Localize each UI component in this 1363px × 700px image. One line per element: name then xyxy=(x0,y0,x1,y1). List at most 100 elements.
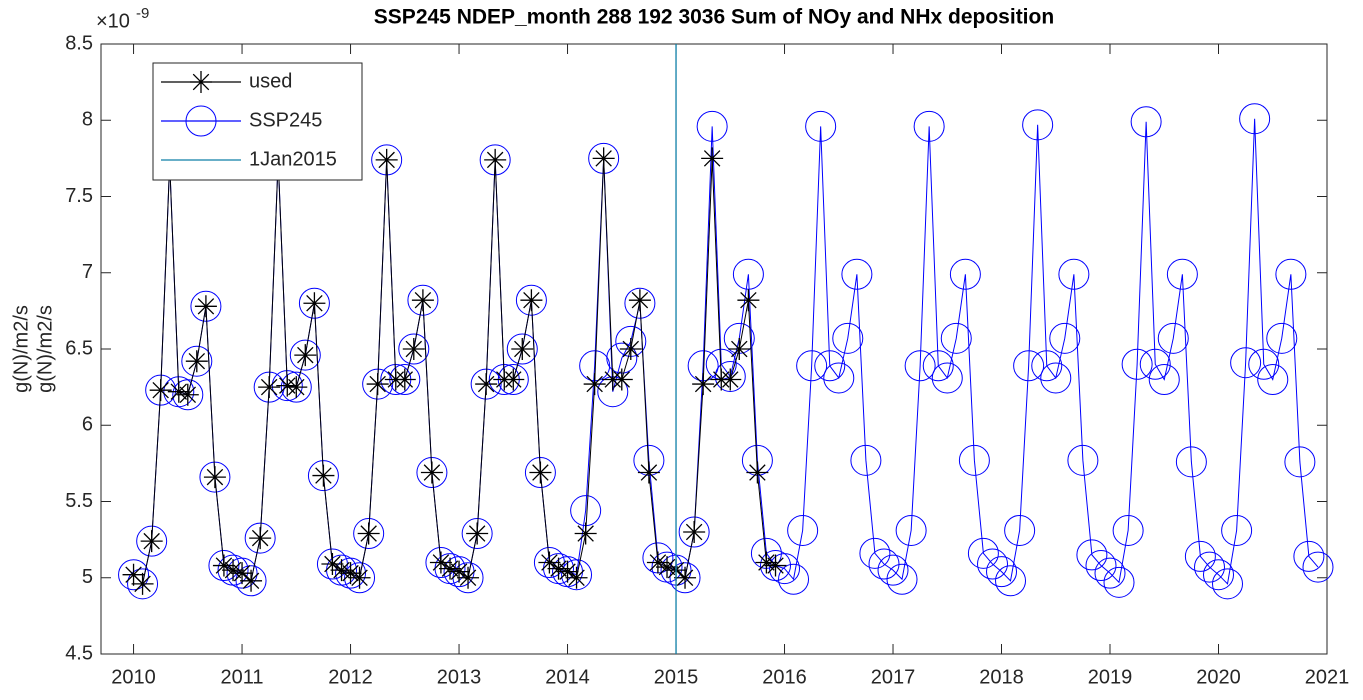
data-point xyxy=(167,380,190,403)
data-point xyxy=(1022,109,1054,141)
data-point xyxy=(832,322,864,354)
data-point xyxy=(574,522,597,545)
data-point xyxy=(1212,568,1244,600)
data-point xyxy=(764,554,787,577)
data-point xyxy=(1076,539,1108,571)
data-point xyxy=(429,551,452,574)
x-tick-label: 2010 xyxy=(111,666,156,688)
data-point xyxy=(737,289,760,312)
data-point xyxy=(656,556,679,579)
data-point xyxy=(181,345,213,377)
data-point xyxy=(312,464,335,487)
data-point xyxy=(1275,258,1307,290)
data-point xyxy=(1284,446,1316,478)
data-point xyxy=(208,550,240,582)
y-axis-label: g(N)/m2/s xyxy=(10,305,32,393)
data-point xyxy=(610,368,633,391)
data-point xyxy=(868,548,900,580)
data-point xyxy=(362,368,394,400)
data-point xyxy=(371,144,403,176)
data-point xyxy=(190,290,222,322)
x-tick-label: 2011 xyxy=(221,666,264,688)
data-point xyxy=(588,142,620,174)
data-point xyxy=(199,461,231,493)
data-point xyxy=(127,568,159,600)
data-point xyxy=(769,553,801,585)
data-point xyxy=(1148,364,1180,395)
data-point xyxy=(271,370,303,402)
data-point xyxy=(353,518,385,550)
data-point xyxy=(520,289,543,312)
data-point xyxy=(547,557,570,580)
y-exponent-base: ×10 xyxy=(96,10,130,32)
data-point xyxy=(357,522,380,545)
data-point xyxy=(140,530,163,553)
x-tick-label: 2014 xyxy=(545,666,590,688)
data-point xyxy=(235,565,267,597)
data-point xyxy=(1266,322,1298,354)
legend-label: 1Jan2015 xyxy=(249,148,337,170)
data-point xyxy=(466,522,489,545)
data-point xyxy=(222,559,245,582)
data-point xyxy=(366,373,389,396)
data-point xyxy=(203,466,226,489)
data-point xyxy=(787,514,819,546)
data-point xyxy=(118,559,150,591)
data-point xyxy=(258,376,281,399)
data-point xyxy=(407,284,439,316)
y-tick-label: 6.5 xyxy=(65,337,93,359)
data-point xyxy=(1230,347,1262,379)
data-point xyxy=(1166,258,1198,290)
data-point xyxy=(294,344,317,367)
x-tick-label: 2015 xyxy=(654,666,699,688)
data-point xyxy=(506,333,538,365)
data-point xyxy=(1121,348,1153,380)
chart-title: SSP245 NDEP_month 288 192 3036 Sum of NO… xyxy=(374,6,1054,29)
data-point xyxy=(194,295,217,318)
data-point xyxy=(841,258,873,290)
data-point xyxy=(398,333,430,365)
data-point xyxy=(348,566,371,589)
data-point xyxy=(1175,446,1207,478)
legend-marker xyxy=(190,71,212,93)
data-point xyxy=(502,368,525,391)
data-point xyxy=(280,371,312,403)
data-point xyxy=(479,144,511,176)
data-point xyxy=(1058,258,1090,290)
x-tick-label: 2018 xyxy=(979,666,1024,688)
data-point xyxy=(931,362,963,394)
data-point xyxy=(755,551,778,574)
data-point xyxy=(746,461,769,484)
data-point xyxy=(515,284,547,316)
y-tick-label: 8 xyxy=(82,109,93,131)
data-point xyxy=(172,379,204,411)
data-point xyxy=(439,557,462,580)
data-point xyxy=(1157,322,1189,354)
data-point xyxy=(895,514,927,546)
data-point xyxy=(420,461,443,484)
y-tick-label: 7.5 xyxy=(65,185,93,207)
y-exponent: -9 xyxy=(136,5,149,22)
data-point xyxy=(145,374,177,406)
data-point xyxy=(285,376,308,399)
data-point xyxy=(185,350,208,373)
data-point xyxy=(877,554,909,586)
data-point xyxy=(1257,364,1289,395)
data-point xyxy=(949,258,981,290)
y-tick-label: 5 xyxy=(82,566,93,588)
data-point xyxy=(339,562,362,585)
x-tick-label: 2016 xyxy=(762,666,807,688)
y-axis-label: g(N)/m2/s xyxy=(34,305,56,393)
data-point xyxy=(321,553,344,576)
data-point xyxy=(538,551,561,574)
data-point xyxy=(470,368,502,400)
data-point xyxy=(416,457,448,489)
y-tick-label: 8.5 xyxy=(65,32,93,54)
data-point xyxy=(922,350,954,382)
data-point xyxy=(1013,350,1045,382)
data-point xyxy=(212,554,235,577)
data-point xyxy=(276,374,299,397)
data-point xyxy=(778,563,810,595)
data-point xyxy=(176,383,199,406)
data-point xyxy=(701,147,724,170)
